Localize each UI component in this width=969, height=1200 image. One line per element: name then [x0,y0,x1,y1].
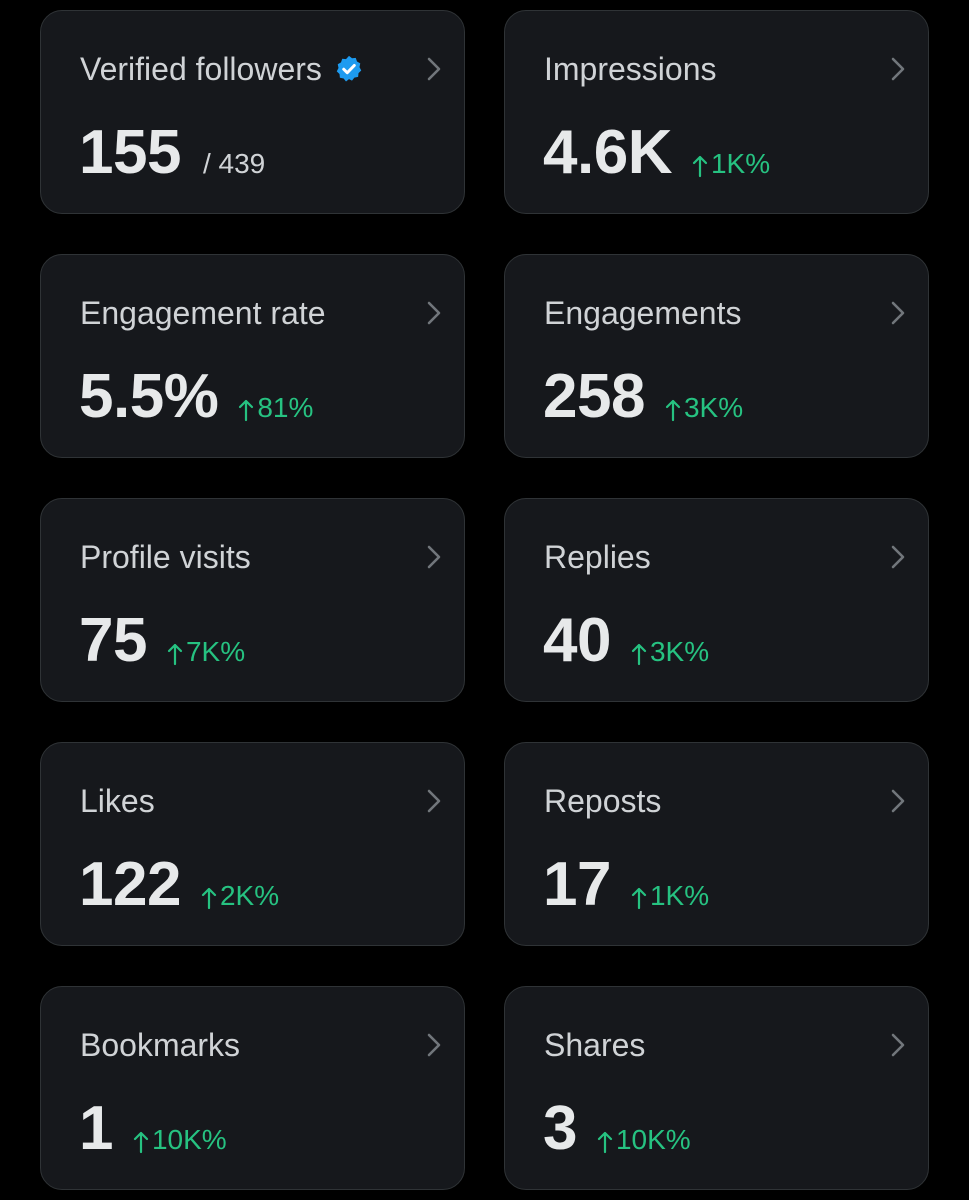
metric-title: Replies [544,537,651,577]
metric-value: 5.5% [79,362,219,431]
metric-value: 3 [543,1094,577,1163]
metric-title: Engagements [544,293,741,333]
metric-value-row: 258 3K% [543,359,743,435]
metric-change-text: 1K% [649,880,710,911]
metric-value: 4.6K [543,118,672,187]
metric-title-text: Engagements [544,295,742,331]
metric-title: Reposts [544,781,661,821]
arrow-up-icon [239,399,254,422]
chevron-right-icon [427,545,441,569]
chevron-right-icon [427,301,441,325]
metric-value-row: 1 10K% [79,1091,227,1167]
metric-title: Engagement rate [80,293,326,333]
chevron-right-icon [427,57,441,81]
arrow-up-icon [665,399,681,422]
arrow-up-icon [201,887,217,910]
metric-title-text: Engagement rate [80,295,326,331]
metric-title-text: Replies [544,539,651,575]
metric-value-row: 122 2K% [79,847,279,923]
chevron-right-icon [891,789,905,813]
chevron-right-icon [891,301,905,325]
metric-value-row: 40 3K% [543,603,709,679]
arrow-up-icon [692,155,708,178]
metric-value-row: 155 / 439 [79,115,265,191]
metric-value: 40 [543,606,611,675]
metric-change-text: 2K% [219,880,280,911]
metric-card-reposts[interactable]: Reposts 17 1K% [504,742,929,946]
metric-change-text: 81% [257,392,314,423]
metric-value-row: 3 10K% [543,1091,691,1167]
metric-change: 10K% [597,1124,691,1156]
verified-badge-icon [336,55,362,82]
metric-change: 3K% [665,392,743,424]
metric-title: Impressions [544,49,717,89]
arrow-up-icon [631,643,647,666]
metric-value-row: 4.6K 1K% [543,115,770,191]
chevron-right-icon [891,1033,905,1057]
metric-card-impressions[interactable]: Impressions 4.6K 1K% [504,10,929,214]
metric-value: 17 [543,850,611,919]
metric-value: 258 [543,362,645,431]
metric-change-text: 3K% [683,392,744,423]
metric-title-text: Verified followers [80,51,322,87]
chevron-right-icon [891,545,905,569]
metric-title: Shares [544,1025,645,1065]
metric-title-text: Profile visits [80,539,251,575]
metric-change-text: 1K% [710,148,771,179]
metric-title-text: Likes [80,783,155,819]
metric-value: 155 [79,118,181,187]
metric-title: Verified followers [80,49,364,89]
arrow-up-icon [133,1131,149,1154]
metrics-grid: Verified followers 155 / 439 Impressions… [40,10,929,1190]
metric-change: 2K% [201,880,279,912]
metric-card-likes[interactable]: Likes 122 2K% [40,742,465,946]
chevron-right-icon [427,1033,441,1057]
metric-change-text: 10K% [151,1124,227,1155]
metric-change-text: 7K% [185,636,246,667]
metric-card-bookmarks[interactable]: Bookmarks 1 10K% [40,986,465,1190]
metric-change-text: 10K% [615,1124,691,1155]
metric-card-replies[interactable]: Replies 40 3K% [504,498,929,702]
metric-change-text: 3K% [649,636,710,667]
metric-value-row: 17 1K% [543,847,709,923]
arrow-up-icon [631,887,647,910]
arrow-up-icon [597,1131,613,1154]
metric-title-text: Bookmarks [80,1027,241,1063]
metric-value: 1 [79,1094,113,1163]
metric-card-engagements[interactable]: Engagements 258 3K% [504,254,929,458]
metric-value: 122 [79,850,181,919]
metric-card-verified-followers[interactable]: Verified followers 155 / 439 [40,10,465,214]
arrow-up-icon [167,643,183,666]
metric-title: Likes [80,781,155,821]
metric-change: 81% [238,392,313,424]
metric-change: 7K% [167,636,245,668]
metric-change: 3K% [631,636,709,668]
metric-change: 10K% [133,1124,227,1156]
metric-title: Profile visits [80,537,251,577]
metric-title-text: Impressions [544,51,717,87]
metric-title-text: Reposts [544,783,662,819]
chevron-right-icon [891,57,905,81]
metric-card-engagement-rate[interactable]: Engagement rate 5.5% 81% [40,254,465,458]
metric-total: / 439 [202,148,266,179]
metric-change: 1K% [631,880,709,912]
metric-title-text: Shares [544,1027,646,1063]
metric-title: Bookmarks [80,1025,240,1065]
metric-card-shares[interactable]: Shares 3 10K% [504,986,929,1190]
metric-value-row: 75 7K% [79,603,245,679]
metric-change: 1K% [692,148,770,180]
metric-card-profile-visits[interactable]: Profile visits 75 7K% [40,498,465,702]
chevron-right-icon [427,789,441,813]
metric-value: 75 [79,606,147,675]
metric-value-row: 5.5% 81% [79,359,313,435]
